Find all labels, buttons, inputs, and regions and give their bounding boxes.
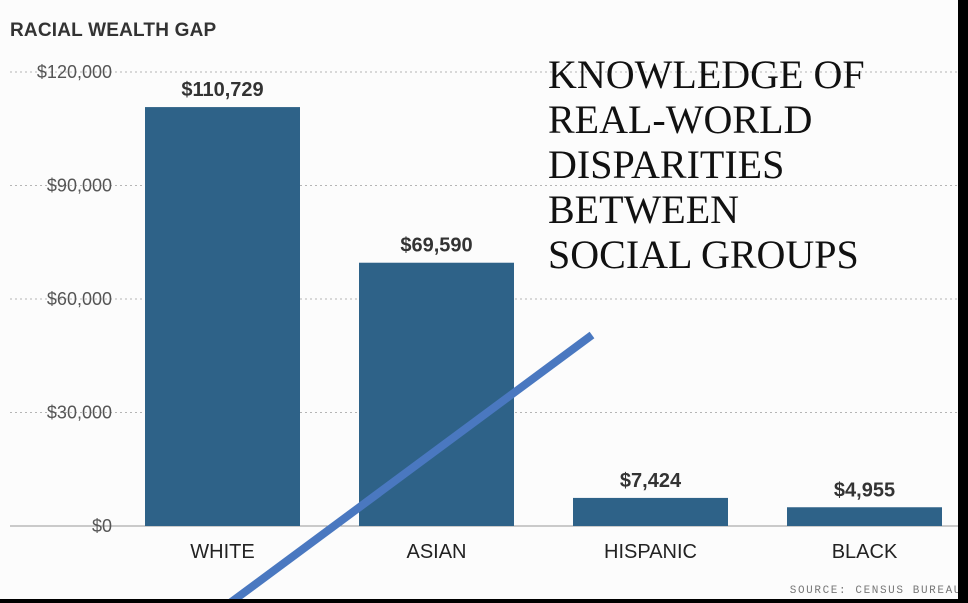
frame-edge-bottom	[0, 599, 968, 603]
annotation-arrow-line	[227, 331, 595, 603]
annotation-text: KNOWLEDGE OF REAL-WORLD DISPARITIES BETW…	[548, 52, 865, 277]
data-label: $69,590	[400, 235, 472, 257]
bar-hispanic	[573, 497, 728, 526]
bar-white	[145, 107, 300, 526]
data-label: $7,424	[620, 470, 682, 492]
labels: $0 $30,000 $60,000 $90,000 $120,000 $110,729 W…	[37, 62, 898, 563]
x-tick-label: WHITE	[190, 541, 254, 563]
x-tick-label: ASIAN	[406, 541, 466, 563]
y-tick-label: $60,000	[47, 289, 112, 309]
y-tick-label: $90,000	[47, 176, 112, 196]
y-tick-label: $30,000	[47, 403, 112, 423]
y-tick-label: $120,000	[37, 62, 112, 82]
x-tick-label: HISPANIC	[604, 541, 697, 563]
x-tick-label: BLACK	[832, 541, 898, 563]
source-note: SOURCE: CENSUS BUREAU	[789, 585, 962, 597]
chart-title: RACIAL WEALTH GAP	[10, 20, 217, 41]
bar-black	[787, 507, 942, 526]
data-label: $110,729	[181, 79, 263, 101]
data-label: $4,955	[834, 479, 895, 501]
bar-asian	[359, 262, 514, 526]
frame-edge-right	[958, 0, 968, 603]
y-tick-label: $0	[92, 516, 112, 536]
bars	[145, 107, 942, 526]
